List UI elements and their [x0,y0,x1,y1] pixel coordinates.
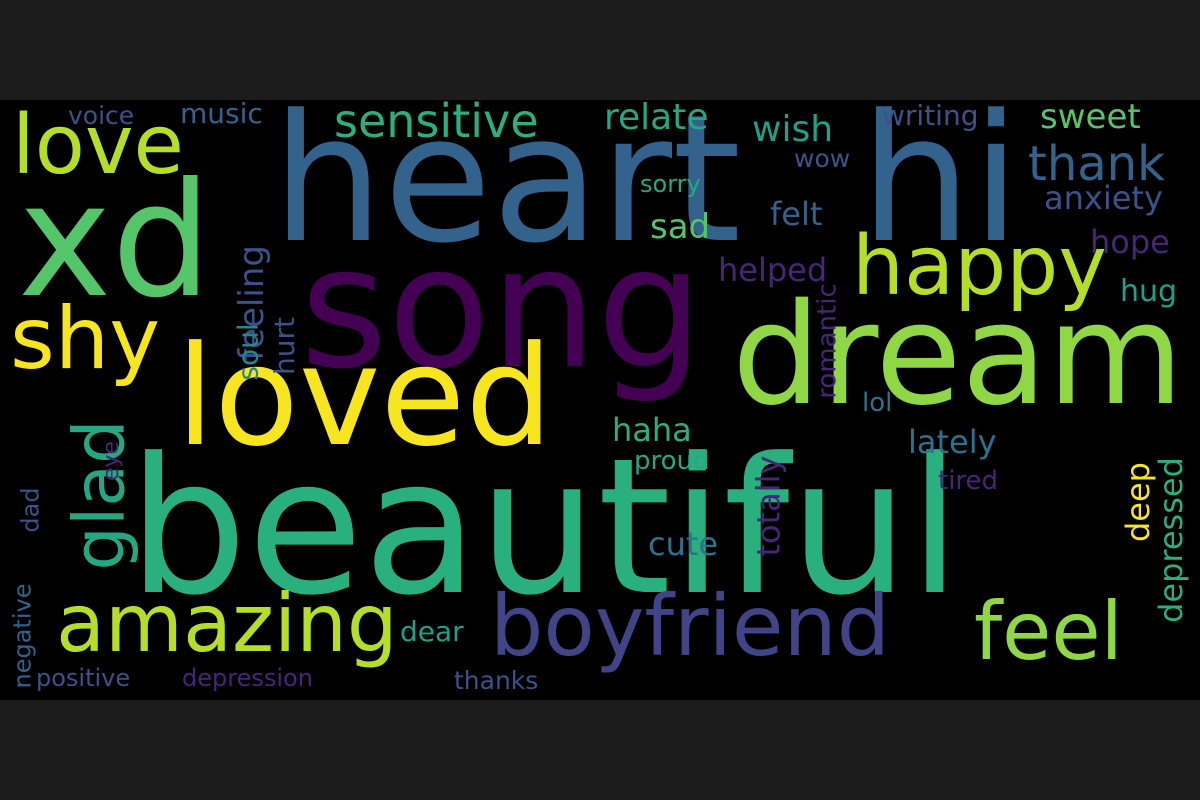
word-thanks: thanks [454,666,539,695]
word-wish: wish [752,109,834,150]
word-dear: dear [400,615,464,648]
word-lol: lol [862,388,893,418]
word-sorry: sorry [640,170,701,198]
word-voice: voice [68,101,135,130]
word-dream: dream [732,274,1184,437]
word-sensitive: sensitive [334,100,539,148]
word-music: music [180,100,263,130]
word-hi: hi [860,100,1021,282]
word-positive: positive [36,664,131,692]
word-romantic: romantic [812,283,843,399]
word-sad: sad [650,207,711,247]
word-boyfriend: boyfriend [490,577,891,675]
word-shy: shy [10,289,161,389]
word-depression: depression [182,664,313,692]
word-heart: heart [272,100,742,282]
word-dad: dad [16,487,45,533]
word-song: song [300,210,704,406]
word-lately: lately [908,423,997,461]
word-negative: negative [8,583,37,689]
word-deep: deep [1119,462,1157,542]
word-cute: cute [648,525,719,563]
word-thank: thank [1028,136,1165,192]
word-sweet: sweet [1040,100,1141,137]
word-eye: eye [99,440,125,482]
word-hug: hug [1120,274,1178,309]
word-depressed: depressed [1151,457,1190,623]
word-hope: hope [1090,223,1170,261]
word-happy: happy [852,219,1107,314]
word-totally: totally [749,455,788,557]
word-cloud: beautiful heart hi song xd dream loved l… [0,100,1200,700]
word-relate: relate [604,100,709,138]
word-proud: proud [634,446,710,476]
word-xd: xd [18,149,212,333]
word-loved: loved [176,316,553,477]
word-writing: writing [882,100,979,132]
word-wow: wow [794,144,851,173]
word-haha: haha [612,411,692,449]
word-anxiety: anxiety [1044,179,1163,217]
word-beautiful: beautiful [128,418,961,637]
word-tired: tired [938,466,999,496]
word-hurt: hurt [267,317,301,375]
word-felt: felt [770,195,823,233]
word-amazing: amazing [56,577,398,670]
word-love: love [12,100,184,193]
word-feel: feel [974,585,1123,678]
word-soul: soul [231,323,265,381]
word-helped: helped [718,251,828,289]
